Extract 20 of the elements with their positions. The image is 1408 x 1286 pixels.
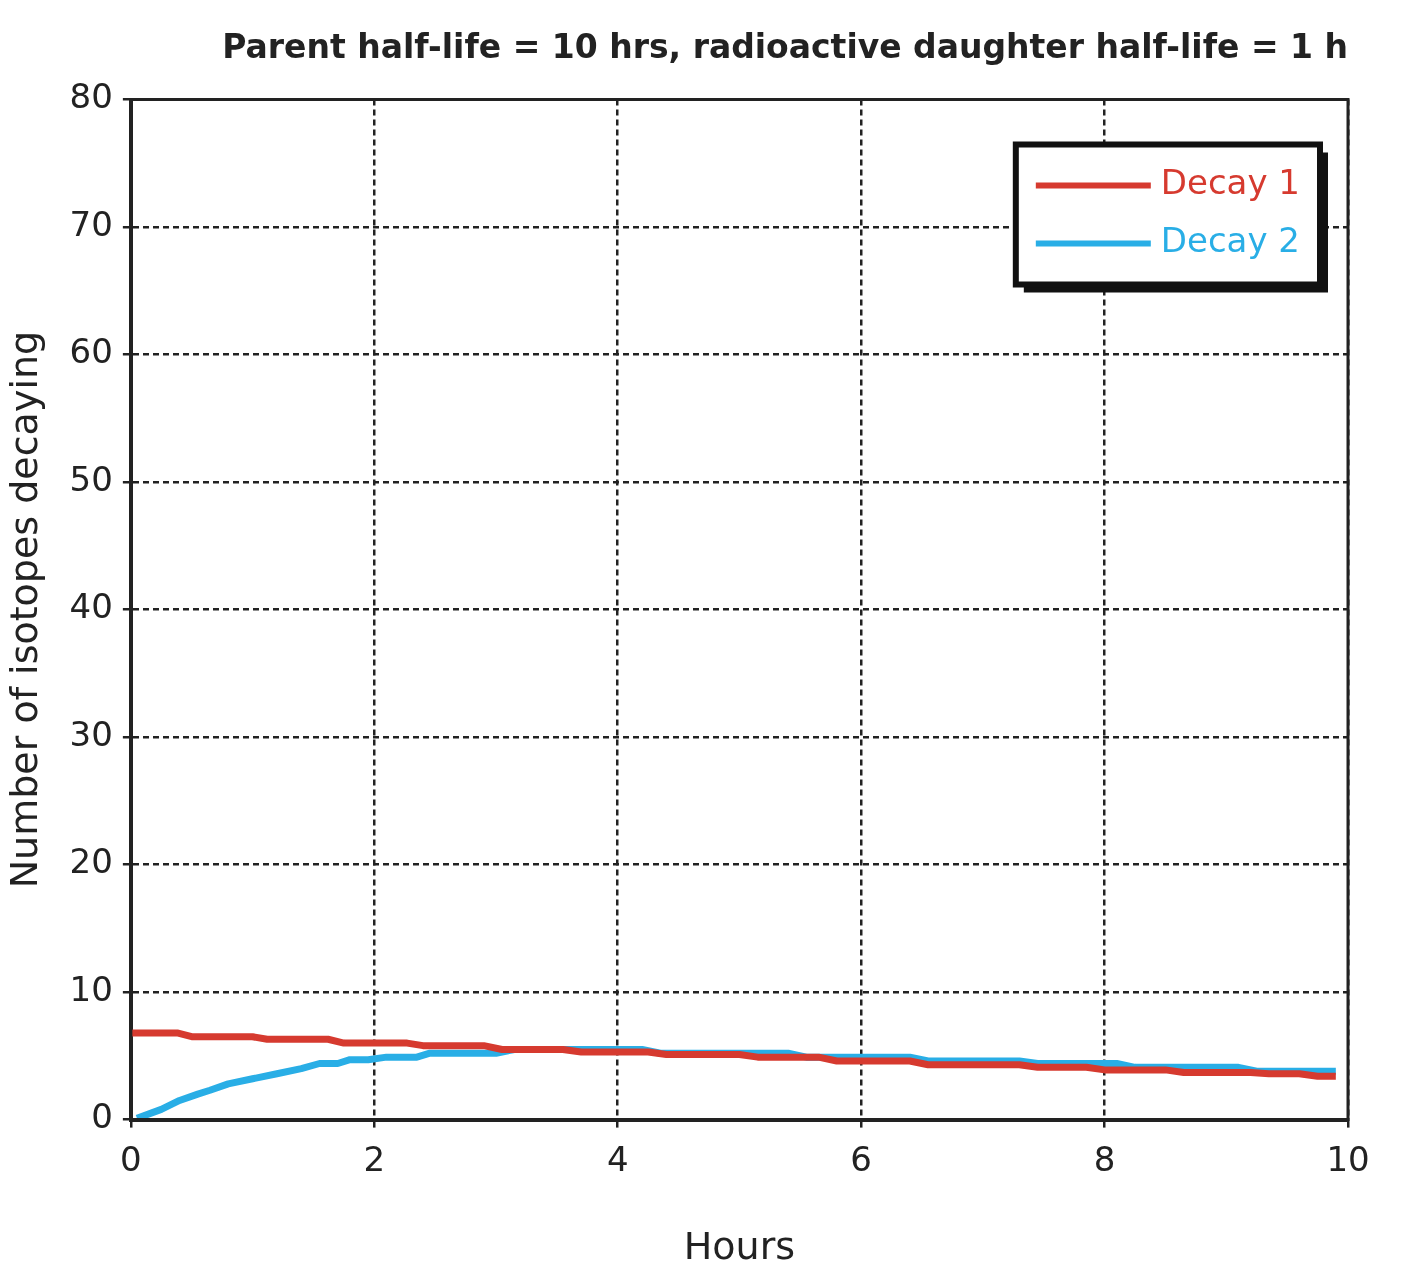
- legend-label: Decay 1: [1160, 162, 1300, 203]
- y-tick-label: 0: [91, 1096, 113, 1137]
- y-tick-label: 20: [69, 841, 113, 882]
- y-tick-label: 10: [69, 968, 113, 1009]
- y-axis-title: Number of isotopes decaying: [1, 330, 46, 889]
- y-tick-label: 30: [69, 713, 113, 754]
- x-tick-label: 6: [850, 1138, 872, 1179]
- y-tick-label: 80: [69, 76, 113, 117]
- x-tick-label: 4: [606, 1138, 629, 1179]
- x-tick-label: 2: [363, 1138, 386, 1179]
- y-tick-label: 60: [69, 331, 113, 372]
- x-tick-label: 0: [120, 1138, 142, 1179]
- x-tick-label: 8: [1093, 1138, 1116, 1179]
- y-tick-label: 70: [69, 203, 113, 244]
- chart-title: Parent half-life = 10 hrs, radioactive daughter half-life = 1 h: [222, 27, 1348, 67]
- y-tick-label: 40: [69, 586, 113, 627]
- legend-label: Decay 2: [1160, 220, 1300, 261]
- x-axis-title: Hours: [683, 1224, 796, 1269]
- x-tick-label: 10: [1326, 1138, 1370, 1179]
- y-tick-label: 50: [69, 458, 113, 499]
